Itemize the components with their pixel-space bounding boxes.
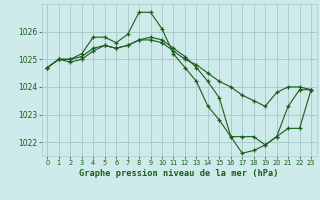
X-axis label: Graphe pression niveau de la mer (hPa): Graphe pression niveau de la mer (hPa) — [79, 169, 279, 178]
